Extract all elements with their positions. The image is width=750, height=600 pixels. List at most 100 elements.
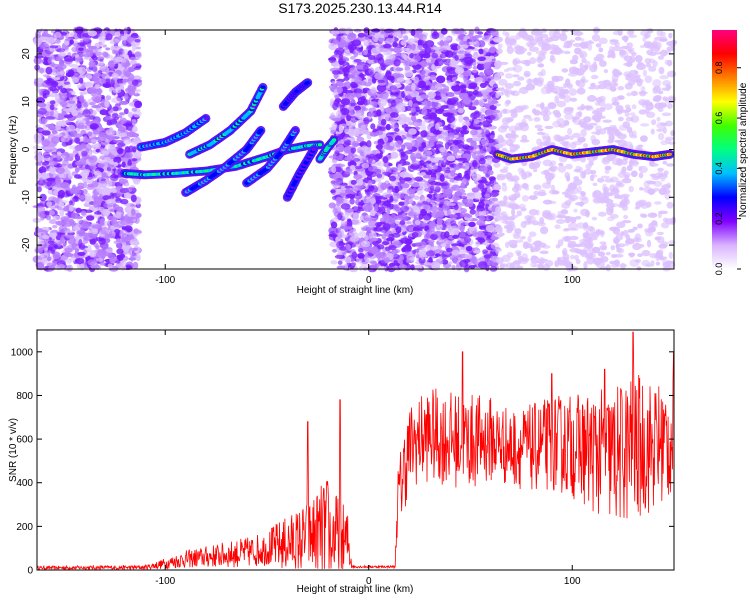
spectrogram-noise-cell	[437, 107, 445, 113]
spectrogram-noise-cell	[439, 88, 450, 93]
spectrogram-noise-cell	[480, 106, 485, 114]
spectrogram-noise-cell	[48, 219, 57, 225]
spectrogram-noise-cell	[331, 117, 342, 122]
spectrogram-noise-cell	[587, 225, 594, 232]
spectrogram-noise-cell	[443, 125, 449, 131]
spectrogram-noise-cell	[429, 185, 435, 192]
spectrogram-noise-cell	[435, 122, 440, 131]
spectrogram-noise-cell	[368, 219, 378, 228]
spectrogram-noise-cell	[377, 138, 385, 146]
spectrogram-noise-cell	[614, 254, 624, 258]
spectrogram-noise-cell	[420, 60, 427, 68]
spectrogram-noise-cell	[113, 116, 119, 120]
spectrogram-noise-cell	[447, 82, 457, 87]
spectrogram-noise-cell	[337, 265, 346, 270]
spectrogram-noise-cell	[37, 231, 47, 237]
spectrogram-noise-cell	[420, 69, 431, 78]
spectrogram-noise-cell	[446, 155, 456, 162]
spectrogram-noise-cell	[410, 29, 416, 36]
spectrogram-noise-cell	[454, 67, 465, 75]
spectrogram-noise-cell	[453, 175, 464, 181]
spectrogram-noise-cell	[119, 132, 127, 138]
spectrogram-noise-cell	[636, 266, 642, 271]
spectrogram-noise-cell	[403, 35, 409, 41]
spectrogram-noise-cell	[465, 264, 470, 270]
spectrogram-noise-cell	[637, 253, 643, 258]
spectrogram-noise-cell	[367, 55, 376, 60]
spectrogram-noise-cell	[478, 99, 485, 107]
spectrogram-noise-cell	[372, 101, 378, 108]
spectrogram-noise-cell	[370, 47, 380, 56]
spectrogram-noise-cell	[390, 85, 398, 93]
spectrogram-noise-cell	[443, 251, 451, 255]
spectrogram-noise-cell	[472, 137, 479, 141]
spectrogram-noise-cell	[66, 234, 75, 239]
spectrogram-noise-cell	[485, 157, 494, 165]
spectrogram-noise-cell	[101, 150, 110, 155]
spectrogram-noise-cell	[406, 224, 416, 233]
spectrogram-noise-cell	[472, 230, 478, 236]
spectrogram-noise-cell	[89, 102, 96, 106]
spectrogram-noise-cell	[423, 204, 429, 210]
spectrogram-noise-cell	[482, 120, 491, 128]
spectrogram-noise-cell	[102, 183, 108, 187]
spectrogram-noise-cell	[482, 166, 488, 175]
spectrogram-noise-cell	[111, 217, 118, 225]
spectrogram-noise-cell	[63, 219, 73, 227]
spectrogram-noise-cell	[390, 180, 398, 187]
spectrogram-noise-cell	[460, 211, 466, 218]
spectrogram-noise-cell	[561, 202, 571, 209]
spectrogram-noise-cell	[597, 177, 605, 183]
spectrogram-noise-cell	[41, 117, 46, 124]
spectrogram-noise-cell	[398, 264, 407, 269]
spectrogram-noise-cell	[360, 129, 370, 135]
spectrogram-noise-cell	[445, 92, 455, 97]
spectrogram-noise-cell	[408, 100, 413, 108]
spectrogram-noise-cell	[382, 223, 391, 231]
spectrogram-noise-cell	[410, 90, 420, 98]
spectrogram-noise-cell	[86, 74, 93, 80]
spectrogram-noise-cell	[512, 64, 523, 73]
spectrogram-noise-cell	[328, 84, 337, 90]
spectrogram-noise-cell	[83, 53, 92, 58]
spectrogram-noise-cell	[353, 105, 361, 111]
spectrogram-noise-cell	[420, 252, 425, 260]
spectrogram-noise-cell	[72, 196, 80, 202]
spectrogram-noise-cell	[446, 210, 451, 216]
spectrogram-noise-cell	[494, 60, 502, 69]
spectrogram-noise-cell	[83, 181, 88, 189]
spectrogram-noise-cell	[105, 33, 113, 41]
spectrogram-noise-cell	[395, 67, 404, 72]
spectrogram-noise-cell	[469, 209, 476, 215]
spectrogram-noise-cell	[602, 119, 612, 123]
spectrogram-noise-cell	[386, 145, 395, 151]
spectrogram-noise-cell	[417, 39, 423, 47]
spectrogram-noise-cell	[489, 104, 497, 111]
spectrogram-noise-cell	[328, 202, 336, 209]
spectrogram-noise-cell	[427, 239, 435, 244]
spectrogram-noise-cell	[72, 133, 83, 139]
spectrogram-noise-cell	[344, 256, 352, 264]
spectrogram-noise-cell	[60, 222, 68, 225]
spectrogram-noise-cell	[394, 249, 401, 254]
spectrogram-noise-cell	[115, 56, 124, 63]
spectrogram-noise-cell	[383, 28, 394, 33]
spectrogram-noise-cell	[106, 167, 112, 172]
spectrogram-noise-cell	[576, 87, 586, 95]
spectrogram-noise-cell	[115, 260, 121, 264]
spectrogram-noise-cell	[385, 37, 395, 44]
spectrogram-noise-cell	[661, 184, 671, 190]
spectrogram-noise-cell	[105, 95, 112, 101]
spectrogram-noise-cell	[56, 48, 66, 53]
spectrogram-noise-cell	[464, 236, 471, 243]
spectrogram-noise-cell	[49, 45, 59, 49]
spectrogram-noise-cell	[100, 178, 106, 182]
spectrogram-noise-cell	[377, 57, 385, 65]
spectrogram-noise-cell	[390, 151, 399, 159]
spectrogram-noise-cell	[88, 155, 98, 164]
spectrogram-noise-cell	[389, 195, 394, 203]
spectrogram-noise-cell	[454, 55, 459, 61]
spectrogram-noise-cell	[580, 156, 586, 163]
spectrogram-noise-cell	[357, 201, 364, 210]
